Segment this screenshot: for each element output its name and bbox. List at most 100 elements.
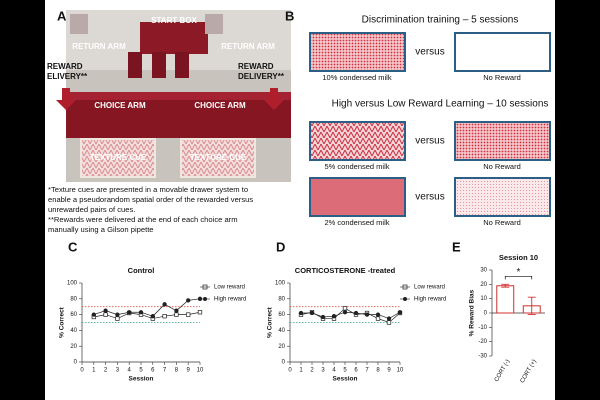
x-tick-label: 10 — [397, 368, 404, 374]
x-tick-label: 8 — [175, 368, 179, 374]
cue-caption: No Reward — [483, 162, 521, 171]
y-tick-label: 80 — [278, 296, 285, 302]
marker — [197, 310, 203, 315]
y-tick-label: 60 — [278, 312, 285, 318]
notes: *Texture cues are presented in a movable… — [48, 185, 253, 234]
cue-box — [454, 121, 551, 161]
cue-caption: No Reward — [483, 218, 521, 227]
cue-caption: 10% condensed milk — [322, 73, 391, 82]
photo-label: ELIVERY** — [47, 72, 88, 81]
chart-title: Session 10 — [499, 253, 538, 262]
x-tick-label: 6 — [151, 368, 155, 374]
note-line: enable a pseudorandom spatial order of t… — [48, 195, 253, 204]
marker — [186, 312, 191, 317]
y-tick-label: 20 — [278, 344, 285, 350]
marker — [386, 316, 392, 321]
x-tick-label: 9 — [187, 368, 191, 374]
versus-label: versus — [415, 136, 444, 147]
marker — [342, 310, 348, 315]
significance-label: * — [517, 267, 521, 278]
x-tick-label: 0 — [288, 368, 292, 374]
marker — [186, 298, 191, 303]
reward-rows: versus 10% condensed milk No Reward versus 5… — [309, 32, 551, 227]
photo-label: DELIVERY** — [238, 72, 285, 81]
x-tick-label: 1 — [299, 368, 303, 374]
x-tick-label: 1 — [92, 368, 96, 374]
legend-label: Low reward — [414, 285, 445, 291]
x-axis-label: Session — [333, 376, 358, 383]
panel-label: C — [68, 239, 78, 254]
y-axis-label: % Correct — [267, 306, 274, 338]
marker — [364, 312, 370, 317]
cue-box — [454, 32, 551, 72]
panel-label: B — [285, 8, 294, 23]
marker — [353, 310, 359, 316]
marker — [162, 302, 167, 307]
marker — [298, 310, 304, 316]
photo-label: TEXTURE CUE — [90, 153, 147, 162]
section-title: High versus Low Reward Learning – 10 ses… — [332, 99, 549, 110]
chart-title: CORTICOSTERONE -treated — [295, 266, 396, 275]
marker — [162, 314, 167, 319]
marker — [115, 312, 120, 317]
apparatus-photo — [56, 10, 291, 182]
legend-label: Low reward — [214, 285, 245, 291]
y-tick-label: 30 — [480, 268, 487, 274]
x-tick-label: 8 — [376, 368, 380, 374]
y-tick-label: 100 — [67, 281, 78, 287]
x-tick-label: 3 — [321, 368, 325, 374]
marker — [174, 312, 179, 317]
cue-caption: 5% condensed milk — [324, 162, 389, 171]
marker — [397, 310, 403, 315]
note-line: *Texture cues are presented in a movable… — [48, 185, 248, 194]
versus-label: versus — [415, 192, 444, 203]
y-axis-label: % Correct — [59, 306, 66, 338]
legend-label: High reward — [414, 297, 446, 303]
photo-label: TEXTURE CUE — [190, 153, 247, 162]
marker — [138, 310, 144, 315]
y-tick-label: -20 — [478, 339, 487, 345]
y-tick-label: 0 — [282, 360, 286, 366]
series-line — [93, 298, 201, 317]
marker — [103, 312, 108, 317]
marker — [331, 314, 337, 319]
x-tick-label: 7 — [163, 368, 167, 374]
legend-label: High reward — [214, 297, 246, 303]
series-line — [93, 311, 201, 319]
y-tick-label: -10 — [478, 325, 487, 331]
photo-label: CHOICE ARM — [94, 101, 146, 110]
x-tick-label: 4 — [128, 368, 132, 374]
section-title: Discrimination training – 5 sessions — [362, 15, 519, 26]
marker — [150, 314, 155, 319]
x-tick-label: 2 — [104, 368, 108, 374]
series-line — [300, 307, 401, 323]
y-tick-label: -30 — [478, 354, 487, 360]
y-tick-label: 0 — [484, 311, 488, 317]
chart-title: Control — [128, 266, 155, 275]
error-bar — [527, 296, 536, 315]
cue-box — [454, 177, 551, 217]
panel-label: E — [452, 239, 461, 254]
photo-label: REWARD — [238, 62, 274, 71]
x-tick-label: 5 — [343, 368, 347, 374]
x-tick-label: 0 — [80, 368, 84, 374]
y-tick-label: 60 — [70, 312, 77, 318]
marker — [174, 308, 179, 313]
panel-label: D — [276, 239, 285, 254]
cue-caption: 2% condensed milk — [324, 218, 389, 227]
y-tick-label: 40 — [278, 328, 285, 334]
note-line: unrewarded pairs of cues. — [48, 205, 135, 214]
marker — [375, 316, 381, 321]
marker — [115, 316, 120, 321]
y-tick-label: 20 — [480, 282, 487, 288]
marker — [103, 308, 108, 313]
photo-label: CHOICE ARM — [194, 101, 246, 110]
note-line: **Rewards were delivered at the end of e… — [48, 215, 238, 224]
y-tick-label: 40 — [70, 328, 77, 334]
marker — [127, 310, 132, 315]
y-axis-label: % Reward Bias — [469, 289, 476, 336]
cue-box — [309, 121, 406, 161]
versus-label: versus — [415, 47, 444, 58]
x-tick-label: 6 — [354, 368, 358, 374]
significance-bracket — [504, 275, 533, 280]
